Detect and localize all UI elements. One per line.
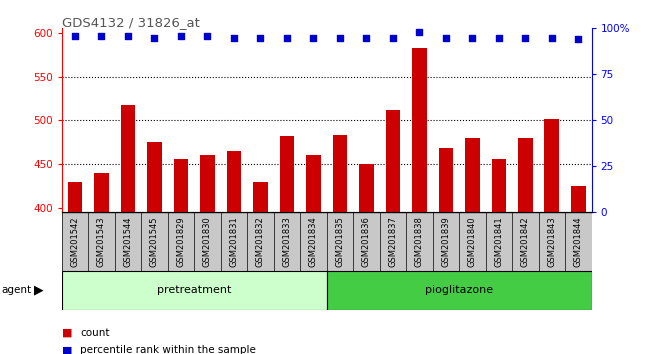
Bar <box>333 135 347 212</box>
Text: GSM201838: GSM201838 <box>415 217 424 267</box>
Bar <box>227 151 241 212</box>
Text: count: count <box>80 328 109 338</box>
Point <box>202 33 213 39</box>
Text: GSM201837: GSM201837 <box>388 217 397 267</box>
Text: pretreatment: pretreatment <box>157 285 231 295</box>
Text: GSM201836: GSM201836 <box>362 217 371 267</box>
Text: GSM201839: GSM201839 <box>441 217 450 267</box>
Text: GSM201831: GSM201831 <box>229 217 239 267</box>
Point <box>150 35 160 40</box>
Point <box>361 35 372 40</box>
Text: GSM201841: GSM201841 <box>494 217 503 267</box>
Bar <box>571 186 586 212</box>
Text: ■: ■ <box>62 346 72 354</box>
Text: agent: agent <box>1 285 31 295</box>
Bar <box>68 182 83 212</box>
Text: ▶: ▶ <box>34 284 44 297</box>
Point <box>441 35 451 40</box>
Point <box>123 33 133 39</box>
Point <box>96 33 107 39</box>
Text: pioglitazone: pioglitazone <box>425 285 493 295</box>
Bar <box>200 155 214 212</box>
Text: percentile rank within the sample: percentile rank within the sample <box>80 346 256 354</box>
Point <box>335 35 345 40</box>
Point <box>520 35 530 40</box>
Text: GSM201829: GSM201829 <box>176 217 185 267</box>
Point <box>387 35 398 40</box>
Bar <box>412 47 426 212</box>
Point <box>308 35 318 40</box>
Point <box>255 35 266 40</box>
Bar <box>147 142 162 212</box>
Point <box>176 33 186 39</box>
Text: GSM201544: GSM201544 <box>124 217 133 267</box>
Bar <box>385 110 400 212</box>
Text: GSM201835: GSM201835 <box>335 217 345 267</box>
Text: ■: ■ <box>62 328 72 338</box>
Point <box>281 35 292 40</box>
Bar <box>491 159 506 212</box>
Text: GDS4132 / 31826_at: GDS4132 / 31826_at <box>62 16 200 29</box>
Point <box>493 35 504 40</box>
Bar <box>518 138 532 212</box>
Text: GSM201543: GSM201543 <box>97 217 106 267</box>
Bar <box>306 155 320 212</box>
Point <box>573 36 584 42</box>
Point <box>547 35 557 40</box>
Text: GSM201842: GSM201842 <box>521 217 530 267</box>
Bar <box>439 148 453 212</box>
Text: GSM201843: GSM201843 <box>547 217 556 267</box>
Text: GSM201834: GSM201834 <box>309 217 318 267</box>
Bar <box>253 182 268 212</box>
Text: GSM201542: GSM201542 <box>70 217 79 267</box>
Bar <box>545 119 559 212</box>
Point <box>229 35 239 40</box>
Point <box>70 33 80 39</box>
Bar <box>174 159 188 212</box>
Bar <box>326 271 592 310</box>
Point <box>414 29 424 35</box>
Point <box>467 35 478 40</box>
Text: GSM201545: GSM201545 <box>150 217 159 267</box>
Text: GSM201840: GSM201840 <box>468 217 477 267</box>
Text: GSM201833: GSM201833 <box>282 217 291 267</box>
Text: GSM201830: GSM201830 <box>203 217 212 267</box>
Bar <box>359 164 374 212</box>
Bar <box>94 173 109 212</box>
Bar <box>465 138 480 212</box>
Bar <box>280 136 294 212</box>
Text: GSM201832: GSM201832 <box>256 217 265 267</box>
Bar <box>62 271 326 310</box>
Text: GSM201844: GSM201844 <box>574 217 583 267</box>
Bar <box>121 105 135 212</box>
